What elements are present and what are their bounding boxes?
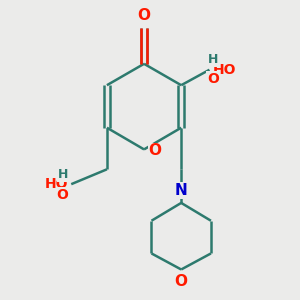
Text: HO: HO [45, 177, 68, 191]
Text: O: O [207, 72, 219, 86]
Text: O: O [138, 8, 151, 23]
Text: H: H [58, 168, 68, 181]
Text: N: N [175, 183, 188, 198]
Text: H: H [208, 53, 218, 66]
Text: O: O [148, 143, 161, 158]
Text: O: O [175, 274, 188, 289]
Text: O: O [56, 188, 68, 202]
Text: HO: HO [213, 63, 236, 77]
